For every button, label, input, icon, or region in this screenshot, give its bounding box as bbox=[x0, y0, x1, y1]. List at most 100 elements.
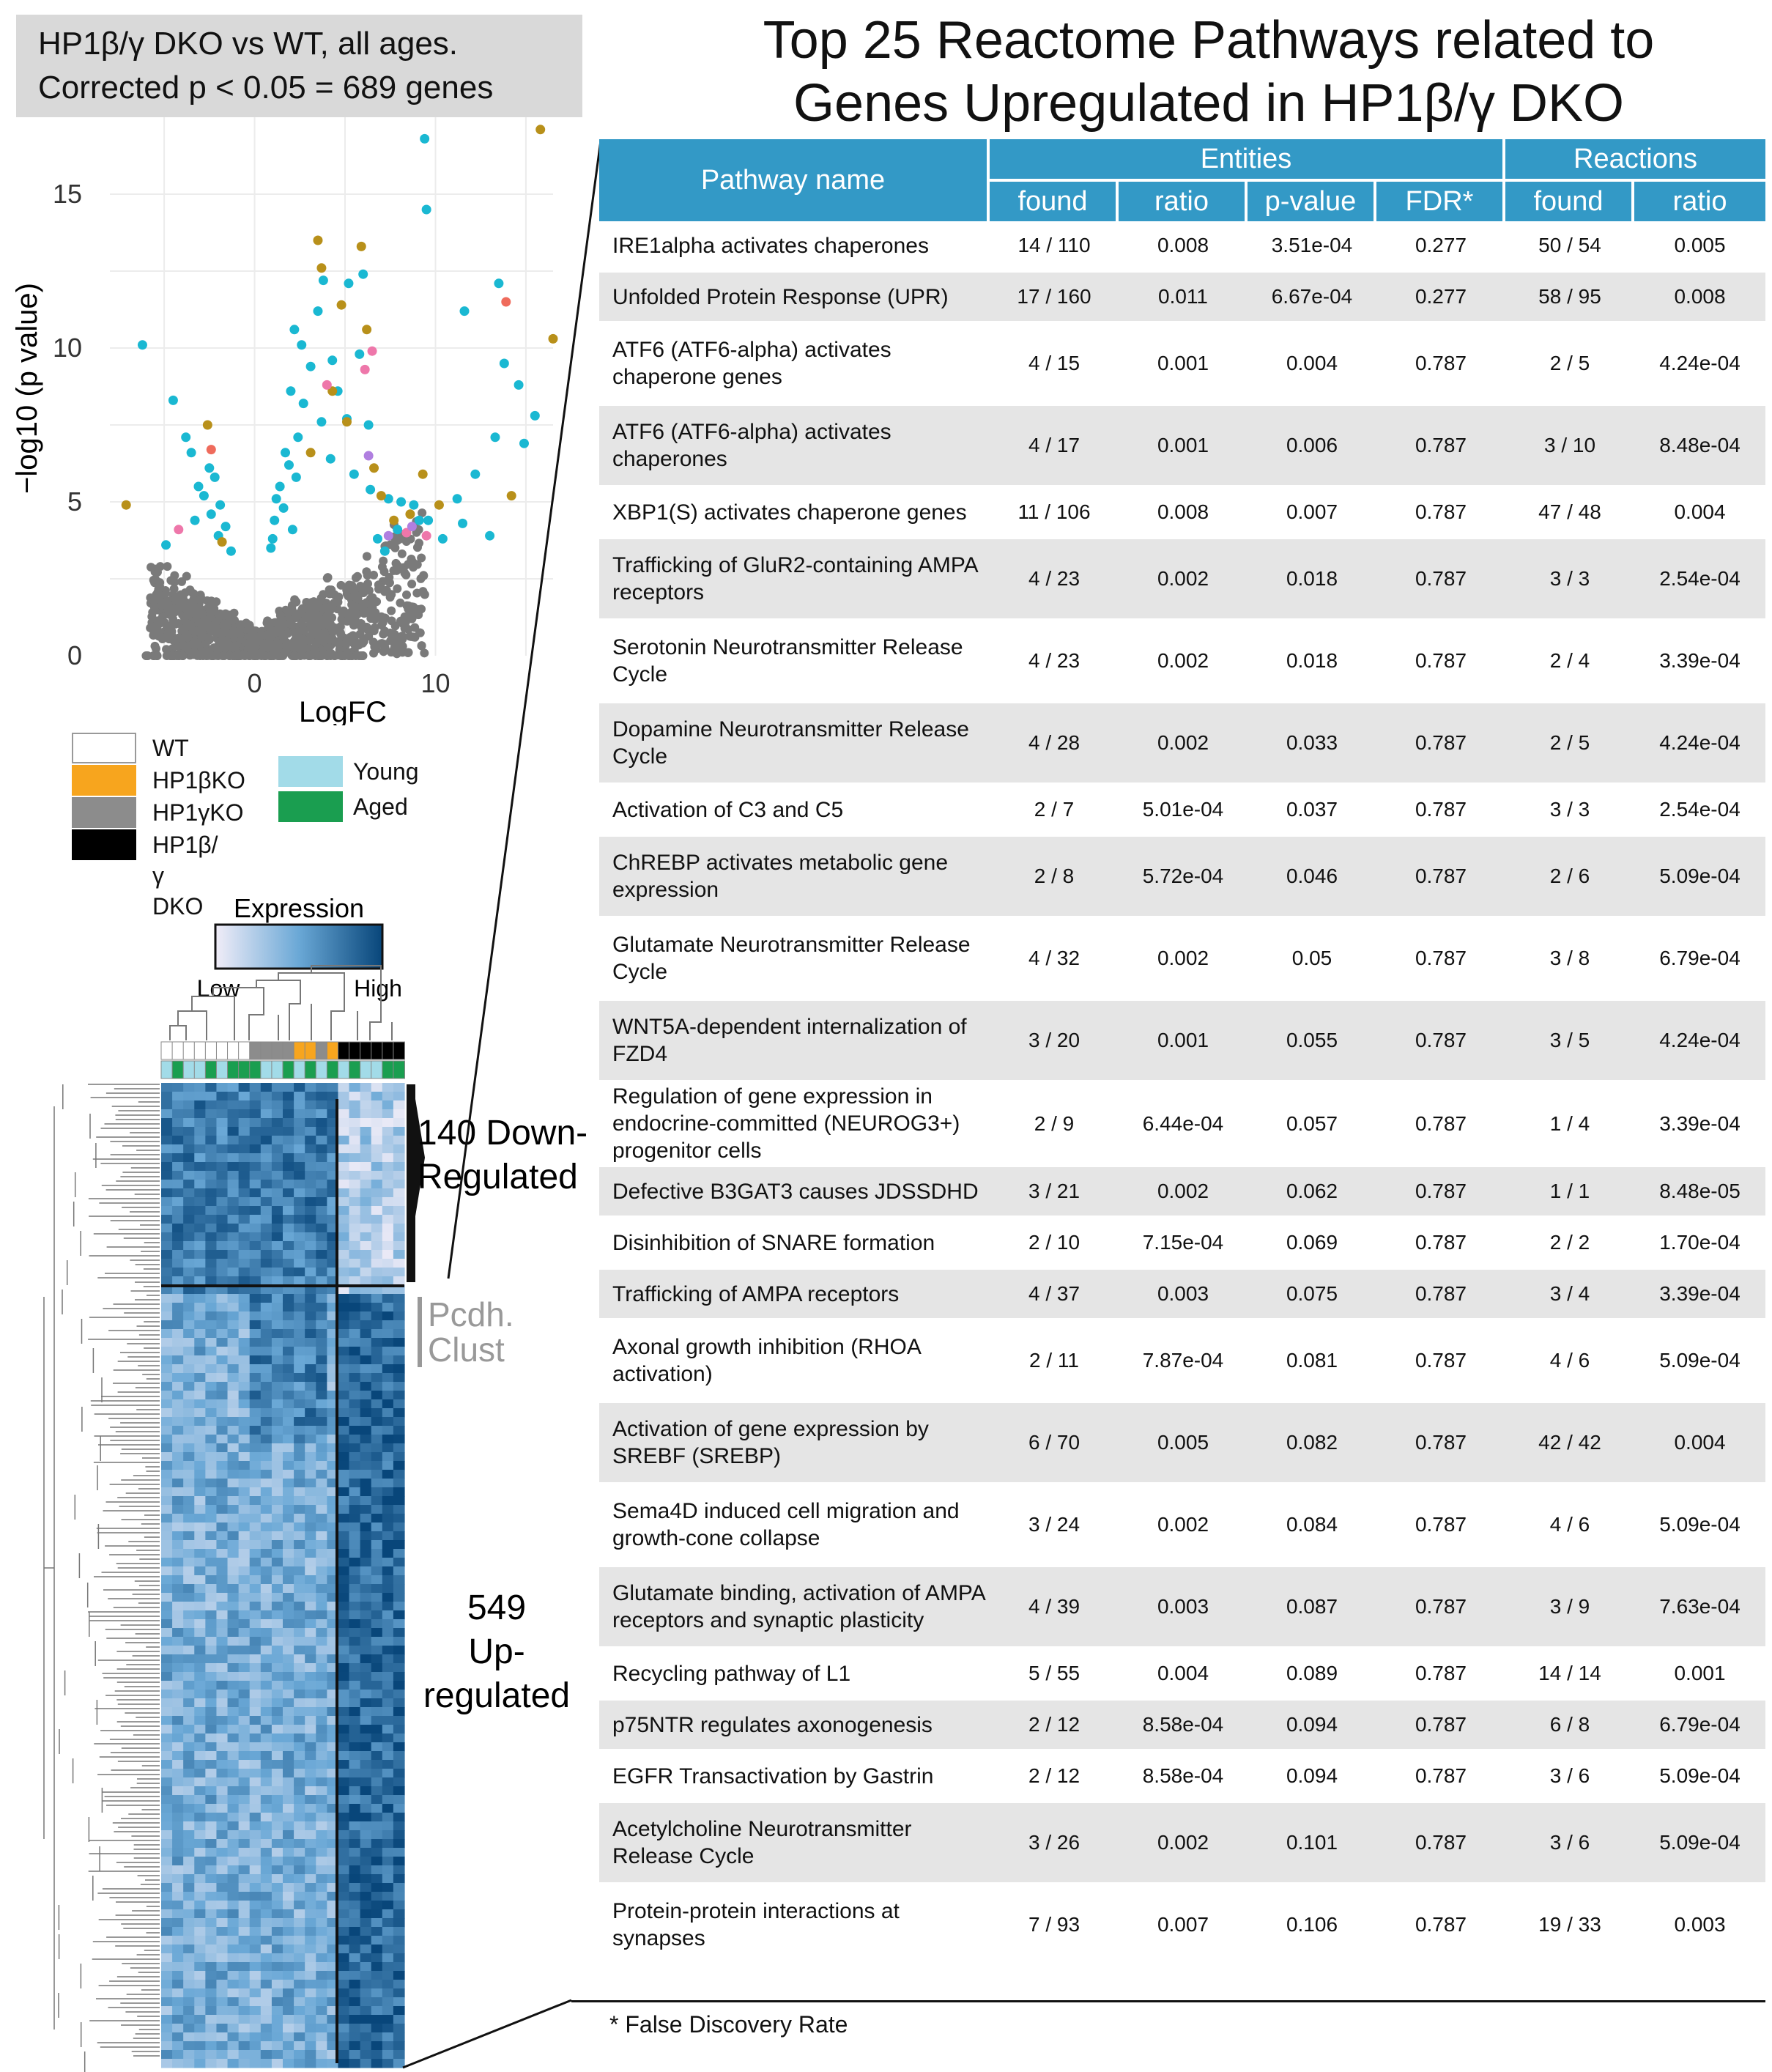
point-cyan bbox=[316, 417, 327, 427]
heatmap-cell bbox=[382, 1083, 394, 1092]
heatmap-cell bbox=[360, 1531, 372, 1541]
heatmap-cell bbox=[227, 1303, 240, 1312]
heatmap-cell bbox=[238, 1971, 251, 1980]
heatmap-cell bbox=[161, 1391, 173, 1400]
x-tick-label: 0 bbox=[248, 668, 262, 698]
heatmap-cell bbox=[194, 1496, 206, 1506]
point-cyan bbox=[293, 432, 303, 443]
heatmap-cell bbox=[393, 1347, 405, 1356]
heatmap-cell bbox=[371, 1909, 383, 1919]
heatmap-cell bbox=[338, 1399, 350, 1409]
age-annotation-cell bbox=[393, 1060, 406, 1079]
heatmap-cell bbox=[338, 1716, 350, 1725]
heatmap-cell bbox=[227, 1786, 240, 1796]
heatmap-cell bbox=[338, 1303, 350, 1312]
cell-pathway-name: Activation of C3 and C5 bbox=[599, 785, 990, 837]
cell-fdr: 0.787 bbox=[1376, 539, 1505, 621]
point-nonsig bbox=[176, 590, 185, 599]
heatmap-cell bbox=[172, 1857, 184, 1866]
heatmap-cell bbox=[305, 1813, 316, 1822]
up-regulated-count: 549 bbox=[467, 1588, 526, 1627]
heatmap-cell bbox=[305, 1188, 316, 1198]
heatmap-cell bbox=[260, 1707, 273, 1717]
heatmap-cell bbox=[338, 1355, 350, 1365]
heatmap-cell bbox=[360, 1232, 372, 1242]
heatmap-cell bbox=[183, 1426, 195, 1435]
heatmap-cell bbox=[183, 1294, 195, 1303]
point-cyan bbox=[355, 349, 365, 359]
heatmap-cell bbox=[283, 2050, 294, 2060]
table-row: Dopamine Neurotransmitter Release Cycle 4… bbox=[599, 703, 1766, 785]
heatmap-cell bbox=[216, 1514, 229, 1523]
point-nonsig bbox=[196, 593, 206, 603]
col-pathway-name: Pathway name bbox=[599, 139, 990, 221]
heatmap-cell bbox=[283, 1188, 294, 1198]
heatmap-cell bbox=[172, 1549, 184, 1558]
heatmap-cell bbox=[183, 1355, 195, 1365]
heatmap-cell bbox=[294, 1329, 305, 1339]
heatmap-cell bbox=[205, 1136, 218, 1145]
heatmap-cell bbox=[172, 1936, 184, 1945]
heatmap-cell bbox=[305, 1848, 316, 1857]
heatmap-cell bbox=[205, 1751, 218, 1761]
heatmap-cell bbox=[305, 2050, 316, 2060]
heatmap-cell bbox=[238, 1118, 251, 1128]
heatmap-cell bbox=[316, 1962, 327, 1972]
heatmap-cell bbox=[294, 1804, 305, 1813]
heatmap-cell bbox=[360, 2024, 372, 2033]
heatmap-cell bbox=[393, 1144, 405, 1154]
heatmap-cell bbox=[338, 1153, 350, 1163]
heatmap-cell bbox=[260, 1540, 273, 1550]
heatmap-cell bbox=[338, 1901, 350, 1910]
heatmap-cell bbox=[161, 1514, 173, 1523]
heatmap-cell bbox=[294, 1953, 305, 1963]
heatmap-cell bbox=[283, 1813, 294, 1822]
subtitle-line-1: HP1β/γ DKO vs WT, all ages. bbox=[38, 26, 459, 62]
heatmap-cell bbox=[382, 1980, 394, 1989]
cell-found: 4 / 23 bbox=[990, 539, 1119, 621]
heatmap-cell bbox=[271, 1452, 283, 1462]
heatmap-cell bbox=[238, 1892, 251, 1901]
point-cyan bbox=[421, 204, 431, 215]
heatmap-cell bbox=[216, 1654, 229, 1664]
heatmap-cell bbox=[305, 1786, 316, 1796]
heatmap-cell bbox=[360, 1144, 372, 1154]
point-cyan bbox=[206, 509, 216, 519]
point-nonsig bbox=[236, 625, 245, 634]
heatmap-cell bbox=[349, 1637, 361, 1646]
heatmap-cell bbox=[294, 2050, 305, 2060]
cell-ratio: 0.002 bbox=[1119, 1167, 1248, 1218]
heatmap-cell bbox=[249, 1857, 262, 1866]
heatmap-cell bbox=[161, 1250, 173, 1259]
heatmap-cell bbox=[249, 1953, 262, 1963]
heatmap-cell bbox=[238, 1514, 251, 1523]
heatmap-cell bbox=[205, 1918, 218, 1928]
heatmap-cell bbox=[238, 1690, 251, 1699]
heatmap-cell bbox=[371, 1136, 383, 1145]
heatmap-cell bbox=[227, 1637, 240, 1646]
heatmap-cell bbox=[349, 1848, 361, 1857]
heatmap-cell bbox=[172, 1188, 184, 1198]
heatmap-cell bbox=[294, 1408, 305, 1418]
heatmap-cell bbox=[382, 2024, 394, 2033]
heatmap-cell bbox=[338, 1241, 350, 1251]
heatmap-cell bbox=[360, 1180, 372, 1189]
heatmap-cell bbox=[316, 1953, 327, 1963]
heatmap-cell bbox=[205, 1690, 218, 1699]
heatmap-cell bbox=[349, 1311, 361, 1321]
cell-pvalue: 0.069 bbox=[1248, 1218, 1376, 1270]
heatmap-cell bbox=[205, 1329, 218, 1339]
heatmap-cell bbox=[294, 1118, 305, 1128]
heatmap-cell bbox=[283, 1461, 294, 1470]
point-nonsig bbox=[157, 618, 166, 627]
heatmap-cell bbox=[393, 1681, 405, 1690]
heatmap-cell bbox=[382, 1971, 394, 1980]
heatmap-cell bbox=[238, 1698, 251, 1708]
point-nonsig bbox=[419, 571, 429, 580]
cell-r-found: 3 / 6 bbox=[1505, 1803, 1634, 1885]
heatmap-cell bbox=[249, 1742, 262, 1752]
heatmap-cell bbox=[216, 1734, 229, 1743]
heatmap-cell bbox=[338, 1865, 350, 1875]
heatmap-cell bbox=[249, 1690, 262, 1699]
heatmap-cell bbox=[194, 1180, 206, 1189]
